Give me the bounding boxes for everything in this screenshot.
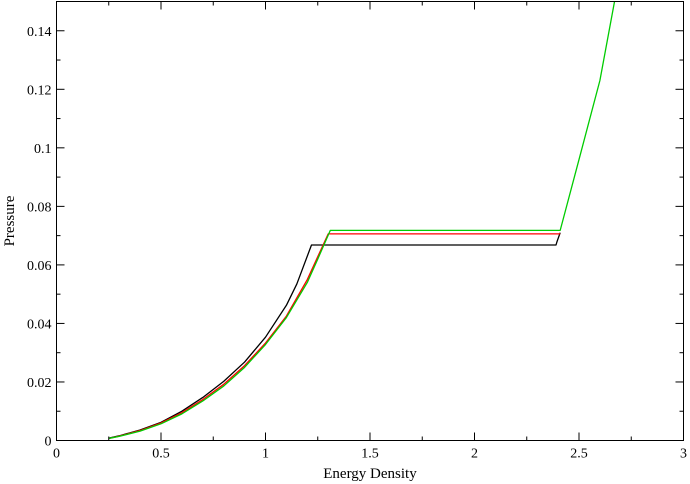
series-line-2 xyxy=(108,233,561,440)
y-axis-label: Pressure xyxy=(2,195,18,246)
series-line-3 xyxy=(108,1,616,440)
y-tick-label: 0.12 xyxy=(27,83,52,98)
y-tick-label: 0.02 xyxy=(27,376,52,391)
x-tick-label: 0.5 xyxy=(152,447,170,462)
y-tick-label: 0.04 xyxy=(27,317,52,332)
x-tick-label: 0 xyxy=(53,447,60,462)
y-tick-label: 0.1 xyxy=(34,142,52,157)
x-tick-label: 1.5 xyxy=(361,447,379,462)
y-tick-label: 0.08 xyxy=(27,200,52,215)
tick-layer: 0 0.5 1 1.5 2 2.5 3 0 0.02 0.04 0.06 0.08 0.1 0.12 0.1… xyxy=(27,1,687,462)
y-tick-label: 0 xyxy=(45,435,52,450)
series-layer xyxy=(108,1,616,440)
y-tick-label: 0.06 xyxy=(27,259,52,274)
x-tick-label: 2 xyxy=(471,447,478,462)
plot-frame xyxy=(56,1,684,441)
x-axis-label: Energy Density xyxy=(323,466,417,482)
x-tick-label: 2.5 xyxy=(570,447,588,462)
y-tick-label: 0.14 xyxy=(27,25,52,40)
x-tick-label: 1 xyxy=(262,447,269,462)
x-tick-label: 3 xyxy=(680,447,687,462)
series-line-1 xyxy=(108,232,561,439)
